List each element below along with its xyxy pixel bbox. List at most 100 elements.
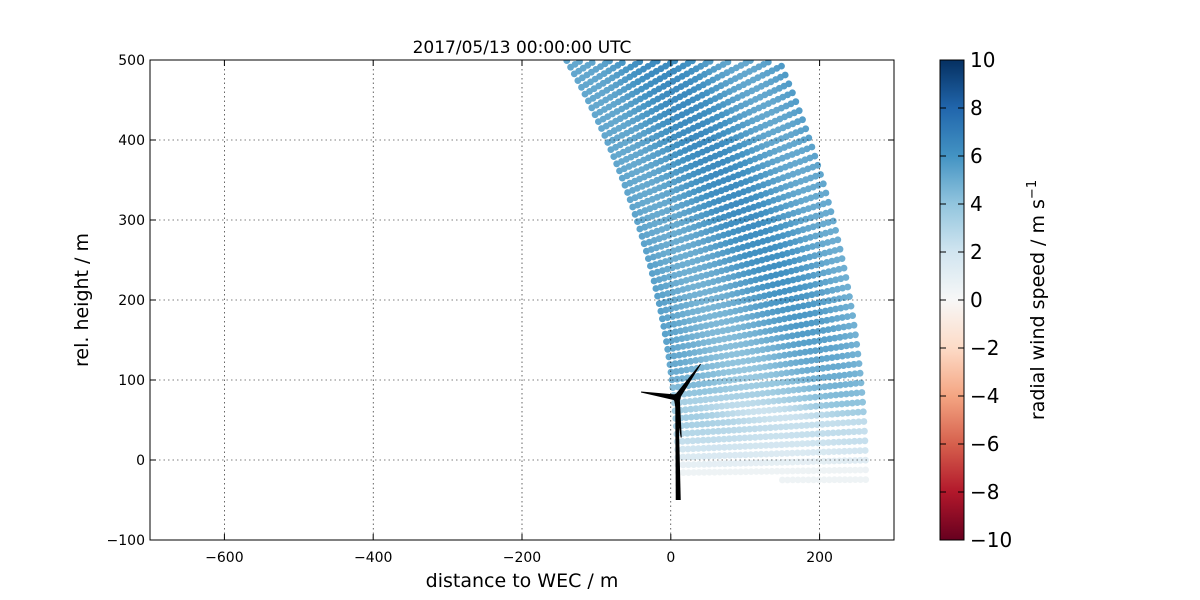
scan-point <box>674 287 682 295</box>
scan-point <box>726 452 734 459</box>
scan-point <box>802 215 810 223</box>
scan-point <box>807 234 814 241</box>
scan-point <box>755 407 763 415</box>
scan-point <box>728 393 735 401</box>
scan-point <box>768 254 776 261</box>
scan-point <box>842 274 850 281</box>
scan-point <box>762 433 769 441</box>
x-tick-label: 0 <box>666 550 675 566</box>
scan-point <box>747 339 755 347</box>
scan-point <box>653 268 661 276</box>
scan-point <box>697 396 704 404</box>
scan-point <box>784 305 792 313</box>
scan-point <box>799 476 807 484</box>
scan-point <box>725 300 732 308</box>
scan-point <box>729 359 737 367</box>
scan-point <box>747 374 754 381</box>
scan-point <box>834 410 841 418</box>
scan-point <box>782 414 789 422</box>
scan-point <box>725 368 733 376</box>
scan-point <box>716 310 724 318</box>
scan-point <box>845 438 853 445</box>
scan-point <box>724 360 732 368</box>
scan-point <box>773 450 781 458</box>
scan-point <box>756 329 764 336</box>
scan-point <box>765 398 772 405</box>
scan-point <box>829 286 836 294</box>
scan-point <box>794 476 802 484</box>
scan-point <box>840 438 848 446</box>
scan-point <box>679 461 687 469</box>
scan-point <box>825 457 833 465</box>
scan-point <box>711 387 719 394</box>
scan-point <box>699 331 706 339</box>
x-tick-label: 200 <box>806 550 833 566</box>
scan-point <box>689 437 697 445</box>
scan-point <box>783 369 790 377</box>
scan-point <box>749 399 757 407</box>
scan-point <box>666 329 674 337</box>
scan-point <box>794 449 801 457</box>
scan-point <box>842 303 850 311</box>
scan-point <box>672 368 680 375</box>
colorbar-tick-label: −10 <box>970 528 1012 552</box>
scan-point <box>709 303 717 311</box>
scan-point <box>748 259 756 267</box>
scan-point <box>743 391 751 399</box>
scan-point <box>779 379 786 386</box>
scan-point <box>779 343 787 350</box>
scan-point <box>837 304 845 312</box>
scan-point <box>774 343 782 351</box>
scan-point <box>845 428 853 436</box>
scan-point <box>750 408 757 416</box>
scan-point <box>788 368 796 376</box>
scan-point <box>840 323 848 331</box>
scan-point <box>745 408 752 416</box>
colorbar-ticks: 10 8 6 4 2 0 −2 −4 −6 −8 −10 <box>940 48 1012 552</box>
scan-point <box>791 404 799 412</box>
scan-point <box>749 347 756 355</box>
scan-point <box>690 381 697 389</box>
scan-point <box>563 60 571 64</box>
scan-point <box>829 217 837 225</box>
scan-point <box>776 406 783 413</box>
scan-point <box>690 469 698 476</box>
scan-point <box>764 345 772 353</box>
scan-point <box>841 466 849 474</box>
scan-point <box>739 400 746 408</box>
scan-point <box>742 459 750 467</box>
scan-point <box>709 252 716 260</box>
scan-point <box>691 291 699 299</box>
scan-point <box>684 445 692 453</box>
scan-point <box>774 307 782 315</box>
scan-point <box>731 460 739 467</box>
scan-point <box>720 435 728 443</box>
scan-point <box>808 412 815 420</box>
scan-point <box>702 404 710 412</box>
scan-point <box>796 395 803 402</box>
scan-point <box>822 345 830 353</box>
scan-point <box>849 351 857 359</box>
scan-point <box>681 398 689 406</box>
scan-point <box>789 304 797 312</box>
scan-point <box>705 436 712 444</box>
scan-point <box>764 60 772 66</box>
scan-point <box>832 305 840 313</box>
scan-point <box>825 467 833 474</box>
scan-point <box>699 372 707 379</box>
scan-point <box>710 452 718 460</box>
scan-point <box>721 257 729 265</box>
scan-point <box>694 307 702 315</box>
scan-point <box>788 449 796 457</box>
scan-point <box>827 392 835 399</box>
scan-point <box>701 347 709 355</box>
scan-point <box>685 461 692 469</box>
scan-point <box>732 384 740 392</box>
scan-point <box>752 468 760 475</box>
scan-point <box>733 316 741 323</box>
scan-point <box>840 264 848 272</box>
scan-point <box>798 431 806 439</box>
scan-point <box>835 265 843 273</box>
scan-point <box>835 324 842 332</box>
scan-point <box>730 367 738 375</box>
